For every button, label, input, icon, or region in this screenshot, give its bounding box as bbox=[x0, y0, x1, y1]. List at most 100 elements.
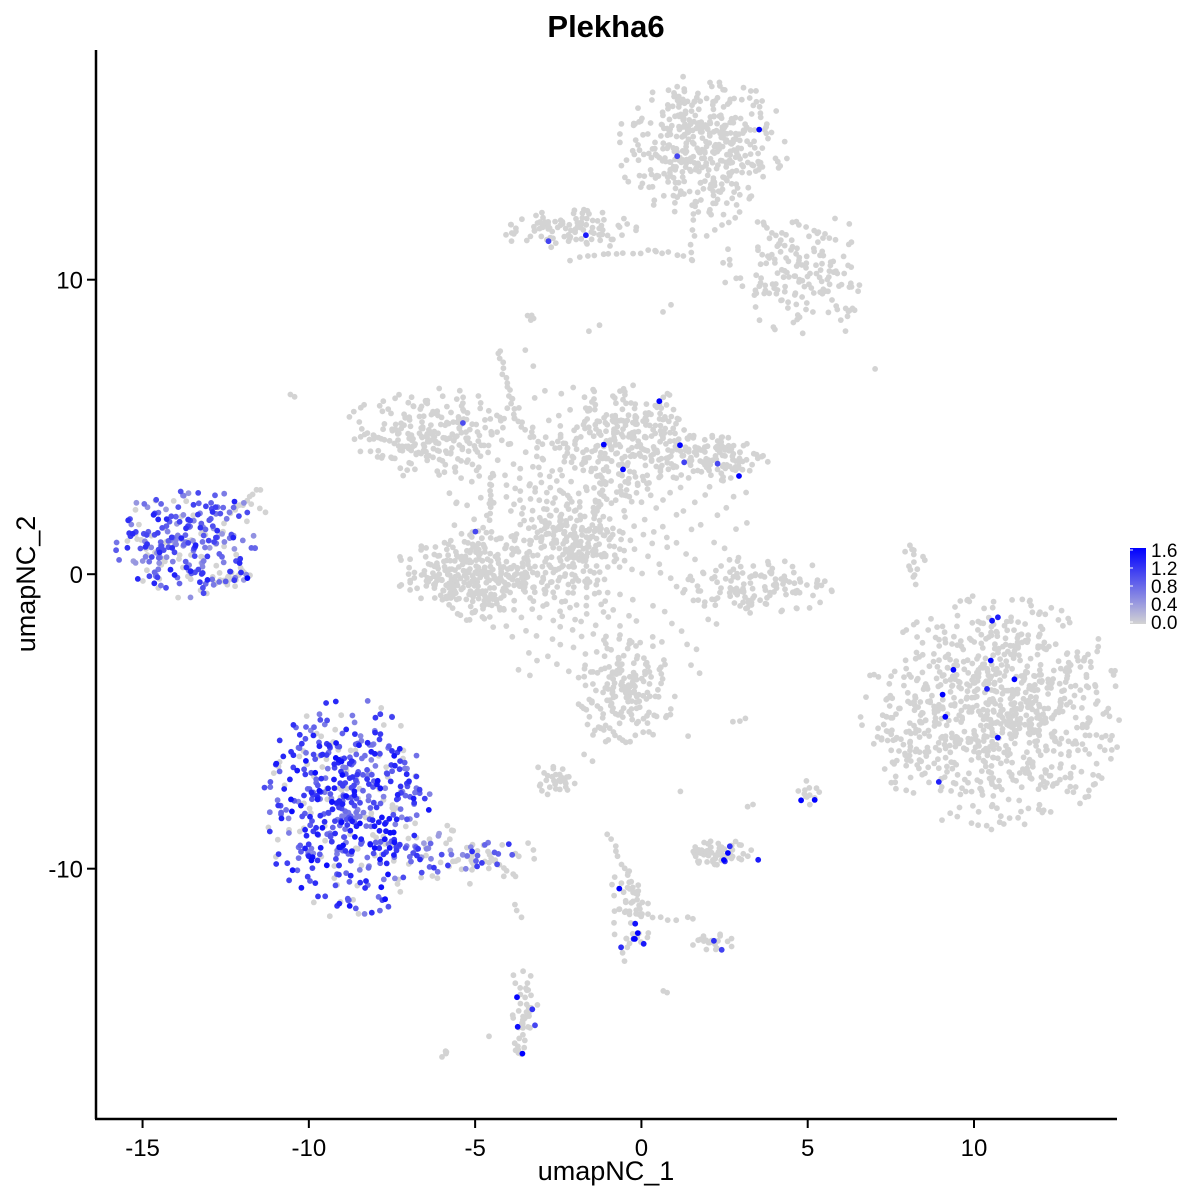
cell-point bbox=[1029, 609, 1036, 616]
cell-point bbox=[946, 742, 953, 749]
cell-point bbox=[650, 529, 657, 535]
cell-point bbox=[593, 563, 600, 569]
cell-point bbox=[377, 785, 384, 792]
cell-point bbox=[1082, 732, 1089, 739]
cell-point bbox=[473, 563, 480, 569]
cell-point bbox=[621, 958, 628, 964]
cell-point bbox=[673, 539, 680, 546]
cell-point bbox=[661, 657, 667, 663]
cell-point bbox=[1012, 706, 1019, 712]
cell-point bbox=[935, 708, 941, 714]
cell-point bbox=[654, 152, 660, 159]
cell-point bbox=[660, 433, 666, 440]
cell-point bbox=[1070, 704, 1077, 710]
cell-point bbox=[552, 445, 558, 451]
cell-point bbox=[1029, 763, 1036, 770]
cell-point bbox=[997, 721, 1004, 727]
cell-point bbox=[1059, 688, 1065, 695]
cell-point bbox=[520, 968, 526, 975]
cell-point bbox=[646, 681, 653, 687]
cell-point bbox=[673, 917, 680, 924]
cell-point bbox=[209, 523, 216, 529]
cell-point bbox=[766, 255, 773, 261]
cell-point bbox=[488, 591, 494, 598]
cell-point bbox=[542, 434, 549, 441]
cell-point bbox=[1057, 776, 1063, 783]
cell-point bbox=[719, 452, 726, 459]
cell-point bbox=[377, 907, 383, 914]
cell-point bbox=[248, 545, 255, 551]
cell-point bbox=[695, 106, 702, 113]
cell-point bbox=[421, 795, 428, 802]
cell-point bbox=[740, 130, 746, 137]
cell-point bbox=[1041, 639, 1048, 646]
cell-point bbox=[662, 414, 668, 420]
cell-point bbox=[948, 759, 955, 765]
cell-point bbox=[634, 930, 641, 936]
cell-point bbox=[533, 453, 540, 460]
cell-point bbox=[978, 640, 985, 647]
cell-point bbox=[1034, 738, 1041, 744]
cell-point bbox=[397, 465, 404, 472]
cell-point bbox=[990, 652, 997, 659]
cell-point bbox=[736, 137, 743, 144]
cell-point bbox=[571, 530, 578, 536]
cell-point bbox=[773, 108, 780, 114]
cell-point bbox=[732, 214, 739, 221]
cell-point bbox=[519, 1050, 526, 1057]
cell-point bbox=[583, 215, 590, 222]
cell-point bbox=[567, 604, 573, 611]
cell-point bbox=[777, 237, 784, 244]
cell-point bbox=[786, 274, 792, 280]
cell-point bbox=[651, 197, 658, 204]
cell-point bbox=[914, 566, 921, 573]
cell-point bbox=[802, 793, 809, 800]
cell-point bbox=[827, 262, 834, 269]
cell-point bbox=[656, 666, 663, 673]
cell-point bbox=[703, 946, 710, 953]
cell-point bbox=[531, 524, 537, 530]
cell-point bbox=[527, 496, 534, 502]
cell-point bbox=[1027, 597, 1033, 604]
cell-point bbox=[515, 666, 522, 673]
cell-point bbox=[332, 698, 339, 705]
cell-point bbox=[907, 566, 914, 573]
cell-point bbox=[458, 429, 465, 436]
cell-point bbox=[384, 771, 391, 777]
cell-point bbox=[992, 784, 999, 790]
cell-point bbox=[570, 644, 577, 651]
cell-point bbox=[458, 586, 465, 593]
cell-point bbox=[718, 585, 724, 591]
cell-point bbox=[407, 423, 414, 430]
cell-point bbox=[479, 535, 485, 541]
cell-point bbox=[744, 520, 750, 526]
cell-point bbox=[548, 244, 555, 251]
cell-point bbox=[718, 563, 724, 569]
cell-point bbox=[947, 676, 954, 683]
cell-point bbox=[888, 779, 895, 786]
cell-point bbox=[1047, 809, 1054, 815]
cell-point bbox=[542, 387, 548, 394]
cell-point bbox=[798, 797, 804, 804]
cell-point bbox=[548, 554, 555, 561]
cell-point bbox=[893, 734, 900, 741]
cell-point bbox=[522, 426, 528, 433]
cell-point bbox=[294, 867, 301, 874]
cell-point bbox=[971, 694, 978, 701]
cell-point bbox=[557, 423, 564, 429]
cell-point bbox=[1006, 815, 1013, 821]
cell-point bbox=[957, 791, 964, 798]
cell-point bbox=[169, 545, 176, 551]
cell-point bbox=[752, 571, 759, 578]
cell-point bbox=[463, 568, 469, 575]
cell-point bbox=[237, 555, 244, 562]
cell-point bbox=[622, 174, 628, 181]
cell-point bbox=[342, 764, 349, 771]
cell-point bbox=[914, 762, 921, 768]
cell-point bbox=[298, 802, 304, 809]
cell-point bbox=[411, 832, 418, 839]
cell-point bbox=[544, 772, 551, 779]
cell-point bbox=[436, 552, 443, 559]
cell-point bbox=[704, 859, 710, 865]
cell-point bbox=[142, 553, 149, 560]
